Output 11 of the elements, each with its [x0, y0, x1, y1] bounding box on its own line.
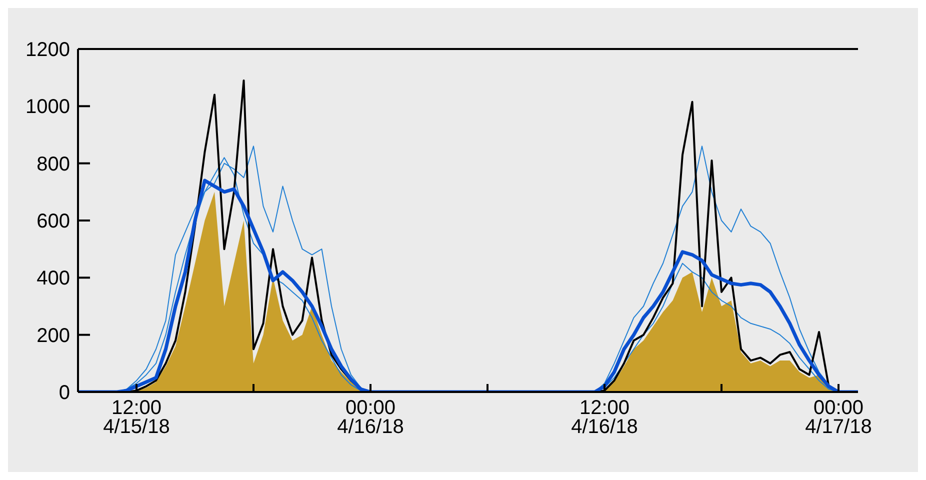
y-tick-label: 400 — [36, 268, 70, 290]
x-tick-label: 00:00 4/16/18 — [337, 397, 404, 438]
y-tick-label: 1200 — [26, 39, 70, 61]
y-tick-label: 600 — [36, 210, 70, 232]
y-tick-label: 200 — [36, 324, 70, 347]
x-tick-label: 12:00 4/15/18 — [103, 397, 170, 438]
x-tick-label: 12:00 4/16/18 — [571, 397, 638, 438]
y-tick-label: 1000 — [26, 96, 70, 118]
x-tick-label: 00:00 4/17/18 — [805, 397, 872, 438]
y-tick-label: 800 — [36, 153, 70, 176]
y-tick-label: 0 — [58, 382, 70, 404]
